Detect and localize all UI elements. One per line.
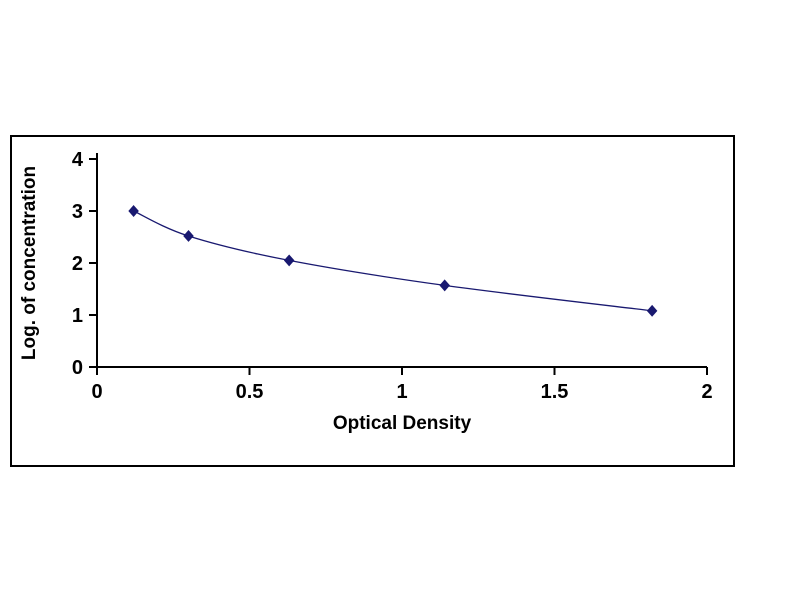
y-tick-label: 2 xyxy=(72,253,83,275)
data-point-marker xyxy=(128,205,139,217)
x-axis-label: Optical Density xyxy=(333,413,472,434)
y-tick-label: 4 xyxy=(72,149,84,171)
standard-curve-chart: 0 1 2 3 4 0 0.5 1 1.5 2 Optical Density Log. of con… xyxy=(19,149,713,434)
data-point-marker xyxy=(183,230,194,242)
data-point-marker xyxy=(283,254,295,267)
y-tick-label: 0 xyxy=(72,357,83,379)
data-point-marker xyxy=(439,279,450,292)
x-tick-label: 0.5 xyxy=(236,381,264,403)
x-tick-label: 1.5 xyxy=(541,381,569,403)
elisa-standard-curve-figure: 0 1 2 3 4 0 0.5 1 1.5 2 Optical Density Log. of con… xyxy=(10,135,735,467)
data-point-marker xyxy=(646,304,658,317)
y-tick-label: 3 xyxy=(72,201,83,223)
x-tick-label: 2 xyxy=(701,381,712,403)
y-tick-label: 1 xyxy=(72,305,83,327)
y-axis-label: Log. of concentration xyxy=(19,166,40,360)
standard-curve-line xyxy=(133,210,653,312)
x-tick-label: 1 xyxy=(396,381,407,403)
x-tick-label: 0 xyxy=(91,381,102,403)
